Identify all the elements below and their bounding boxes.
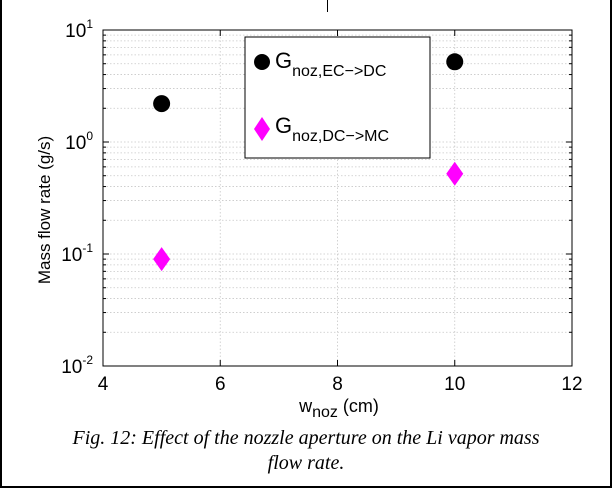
data-points (153, 53, 464, 272)
tick-marks (102, 29, 573, 367)
legend-entry-1-sub: noz,DC−>MC (292, 128, 389, 145)
legend: Gnoz,EC−>DC Gnoz,DC−>MC (244, 36, 431, 159)
data-point-series-1 (153, 247, 171, 272)
legend-entry-0: Gnoz,EC−>DC (275, 48, 386, 80)
legend-marker-circle (254, 54, 270, 70)
x-tick-label: 12 (561, 374, 582, 395)
legend-marker-diamond (254, 117, 270, 141)
chart: 4 6 8 10 12 10-2 10-1 100 101 Mass flow rate (g… (35, 17, 583, 420)
caption-line-2: flow rate. (267, 452, 345, 474)
x-axis-label-base: w (298, 396, 313, 416)
x-tick-label: 10 (444, 374, 465, 395)
x-axis-label-unit: (cm) (338, 396, 379, 416)
y-tick-label: 100 (65, 129, 93, 154)
legend-entry-1: Gnoz,DC−>MC (275, 113, 389, 145)
data-point-series-0 (153, 95, 171, 113)
x-tick-label: 4 (98, 374, 109, 395)
y-tick-label: 10-2 (61, 353, 93, 378)
legend-entry-0-main: G (275, 48, 292, 73)
y-tick-label: 10-1 (61, 241, 93, 266)
y-tick-labels: 10-2 10-1 100 101 (61, 17, 93, 378)
data-point-series-0 (446, 53, 464, 71)
figure-caption: Fig. 12: Effect of the nozzle aperture o… (6, 426, 606, 476)
caption-line-1: Fig. 12: Effect of the nozzle aperture o… (72, 427, 540, 449)
x-axis-label-sub: noz (312, 404, 338, 420)
legend-entry-1-main: G (275, 113, 292, 138)
frame-top-tick (327, 0, 328, 12)
y-axis-label: Mass flow rate (g/s) (35, 136, 54, 284)
x-axis-label: wnoz (cm) (298, 396, 379, 420)
x-tick-label: 8 (332, 374, 343, 395)
data-point-series-1 (446, 161, 464, 186)
legend-entry-0-sub: noz,EC−>DC (292, 63, 386, 80)
x-tick-labels: 4 6 8 10 12 (98, 374, 583, 395)
x-tick-label: 6 (215, 374, 226, 395)
y-tick-label: 101 (65, 17, 93, 42)
legend-box (244, 36, 431, 159)
